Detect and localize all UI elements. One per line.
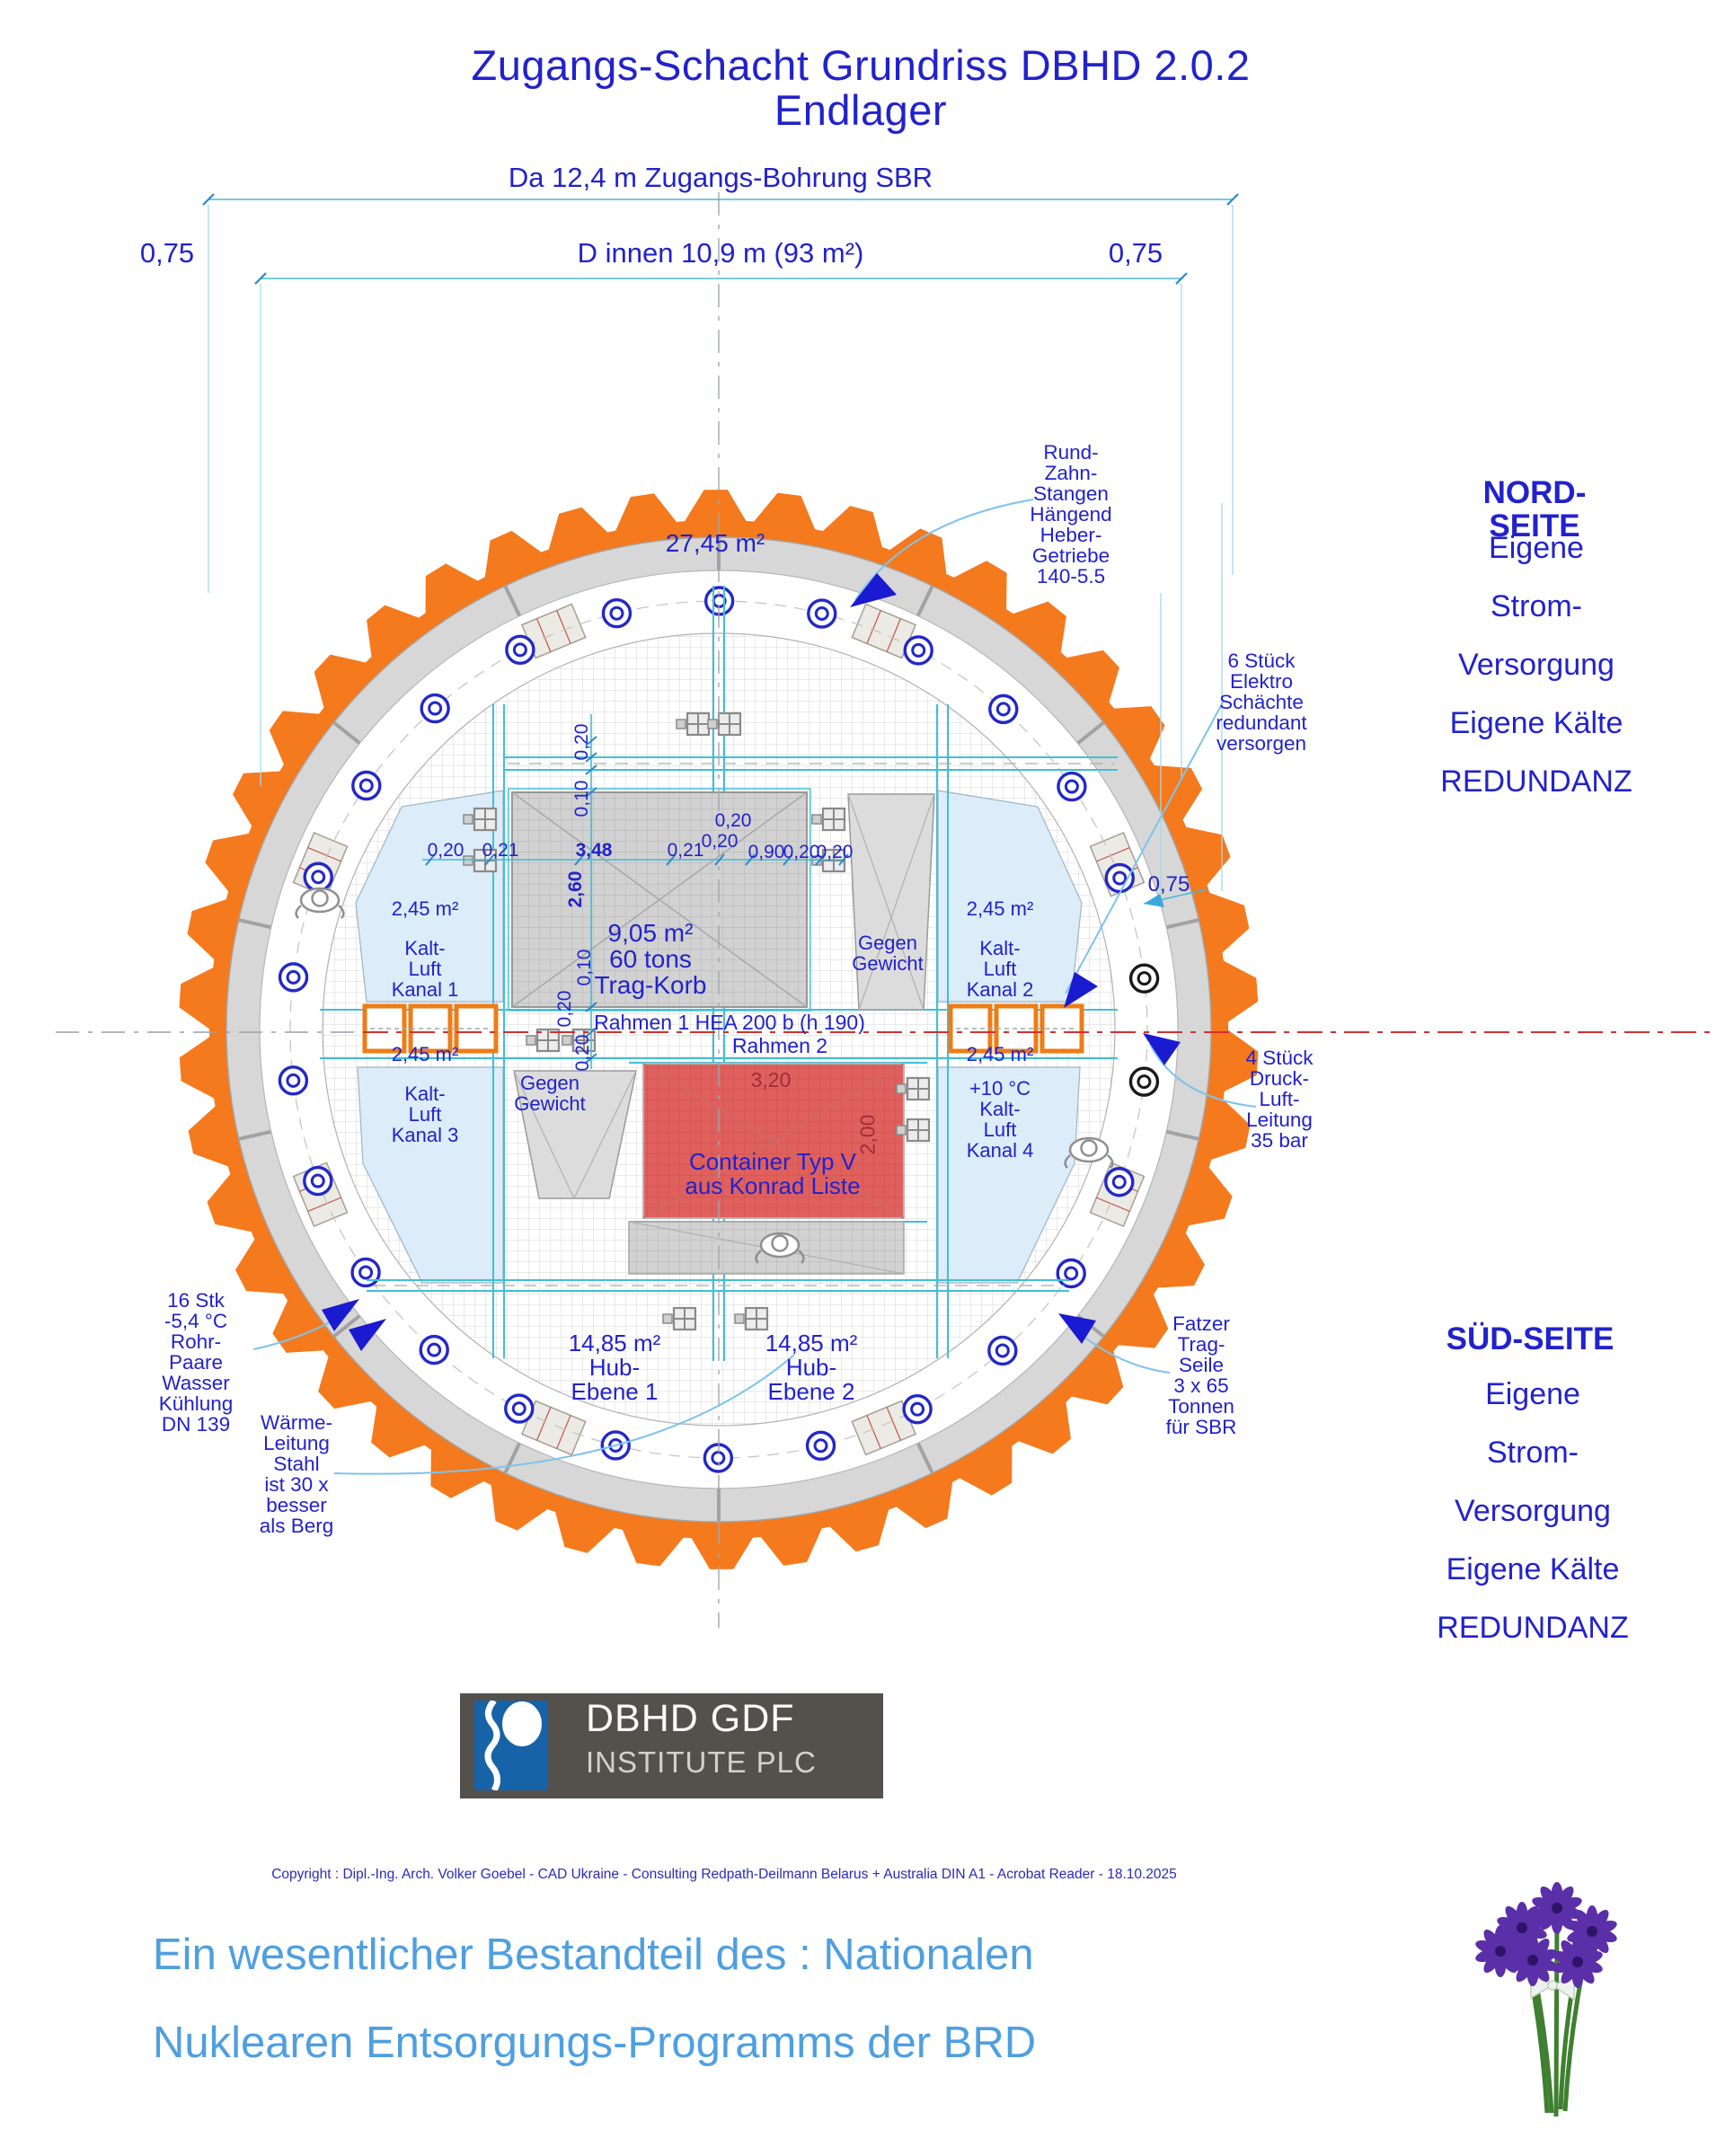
callout-water-cooling: 16 Stk -5,4 °C Rohr- Paare Wasser Kühlun… bbox=[158, 1289, 234, 1436]
copyright-line: Copyright : Dipl.-Ing. Arch. Volker Goeb… bbox=[271, 1867, 1177, 1882]
callout-electro-shafts: 6 Stück Elektro Schächte redundant verso… bbox=[1216, 649, 1307, 755]
dim-col-2: 2,60 bbox=[565, 870, 586, 908]
counterweight-top-label: Gegen Gewicht bbox=[852, 932, 924, 975]
dim-col-0: 0,20 bbox=[571, 723, 592, 761]
counterweight-top-shape bbox=[847, 793, 935, 1011]
logo: DBHD GDF INSTITUTE PLC bbox=[460, 1693, 883, 1798]
dim-row-2: 3,48 bbox=[575, 840, 613, 861]
page-title: Zugangs-Schacht Grundriss DBHD 2.0.2 End… bbox=[471, 41, 1251, 134]
dim-col-4: 0,20 bbox=[554, 990, 575, 1028]
trag-korb-shape bbox=[511, 791, 808, 1008]
band-dashes bbox=[373, 763, 1114, 1286]
kanal3-area: 2,45 m² bbox=[391, 1043, 459, 1065]
rahmen1-label: Rahmen 1 HEA 200 b (h 190) bbox=[594, 1011, 865, 1034]
dim-row-3: 0,21 bbox=[667, 840, 704, 861]
container-width-dim: 3,20 bbox=[750, 1068, 792, 1091]
dim-row-8: 0,20 bbox=[816, 842, 854, 862]
kanal4-area: 2,45 m² bbox=[966, 1043, 1034, 1065]
cold-air-channel-shapes bbox=[355, 790, 1083, 1284]
kanal1-label: Kalt- Luft Kanal 1 bbox=[391, 937, 459, 1001]
dim-col-1: 0,10 bbox=[571, 780, 592, 817]
callout-compressed-air: 4 Stück Druck- Luft- Leitung 35 bar bbox=[1245, 1047, 1314, 1152]
dim-col-3: 0,10 bbox=[574, 949, 595, 986]
north-side-heading: NORD-SEITE bbox=[1482, 475, 1587, 544]
callout-rack-gear: Rund- Zahn- Stangen Hängend Heber- Getri… bbox=[1030, 441, 1112, 588]
flower-bouquet-image bbox=[1475, 1882, 1617, 2117]
container-height-dim: 2,00 bbox=[855, 1114, 880, 1155]
kanal2-label: Kalt- Luft Kanal 2 bbox=[966, 937, 1034, 1001]
counterweight-bottom-label: Gegen Gewicht bbox=[514, 1072, 586, 1115]
logo-title: DBHD GDF bbox=[586, 1697, 795, 1740]
dim-offset-left: 0,75 bbox=[139, 237, 195, 269]
container-shape bbox=[642, 1063, 905, 1219]
dim-row-5: 0,20 bbox=[701, 831, 739, 852]
slogan-line1: Ein wesentlicher Bestandteil des : Natio… bbox=[153, 1931, 1034, 1979]
dim-row-7: 0,20 bbox=[783, 842, 820, 862]
dim-row-0: 0,20 bbox=[427, 840, 464, 861]
kanal1-area: 2,45 m² bbox=[391, 897, 459, 920]
trag-korb-label: 9,05 m² 60 tons Trag-Korb bbox=[594, 919, 707, 999]
counterweight-bottom-shape bbox=[513, 1070, 637, 1199]
container-label: Container Typ V aus Konrad Liste bbox=[685, 1148, 861, 1199]
dim-wall: 0,75 bbox=[1147, 872, 1190, 897]
centerlines bbox=[56, 192, 1714, 1628]
logo-mark-icon bbox=[474, 1698, 548, 1792]
south-side-text: Eigene Strom- Versorgung Eigene Kälte RE… bbox=[1437, 1377, 1629, 1645]
callout-heat-pipe: Wärme- Leitung Stahl ist 30 x besser als… bbox=[259, 1411, 334, 1537]
callout-fatzer-ropes: Fatzer Trag- Seile 3 x 65 Tonnen für SBR bbox=[1165, 1312, 1237, 1438]
kanal2-area: 2,45 m² bbox=[966, 897, 1034, 920]
dim-row-6: 0,90 bbox=[748, 842, 785, 862]
dim-col-5: 0,20 bbox=[572, 1034, 593, 1072]
dim-inner-diameter: D innen 10,9 m (93 m²) bbox=[577, 237, 864, 269]
slogan-line2: Nuklearen Entsorgungs-Programms der BRD bbox=[153, 2019, 1037, 2067]
rahmen2-label: Rahmen 2 bbox=[731, 1034, 828, 1057]
dimension-lines bbox=[202, 193, 1239, 1069]
hub-ebene2-label: 14,85 m² Hub- Ebene 2 bbox=[765, 1330, 858, 1405]
dim-outer-diameter: Da 12,4 m Zugangs-Bohrung SBR bbox=[508, 162, 933, 193]
north-side-text: Eigene Strom- Versorgung Eigene Kälte RE… bbox=[1440, 531, 1632, 799]
hub-ebene1-label: 14,85 m² Hub- Ebene 1 bbox=[568, 1330, 661, 1405]
leader-lines bbox=[252, 499, 1257, 1475]
callout-arrows bbox=[322, 573, 1181, 1351]
dim-offset-right: 0,75 bbox=[1108, 237, 1163, 269]
kanal3-label: Kalt- Luft Kanal 3 bbox=[391, 1082, 459, 1146]
south-side-heading: SÜD-SEITE bbox=[1446, 1321, 1614, 1356]
ring-area-label: 27,45 m² bbox=[665, 529, 765, 557]
dim-row-4: 0,20 bbox=[714, 810, 752, 831]
kanal4-label: +10 °C Kalt- Luft Kanal 4 bbox=[966, 1077, 1034, 1162]
logo-subtitle: INSTITUTE PLC bbox=[586, 1745, 817, 1779]
dim-row-1: 0,21 bbox=[482, 840, 519, 861]
